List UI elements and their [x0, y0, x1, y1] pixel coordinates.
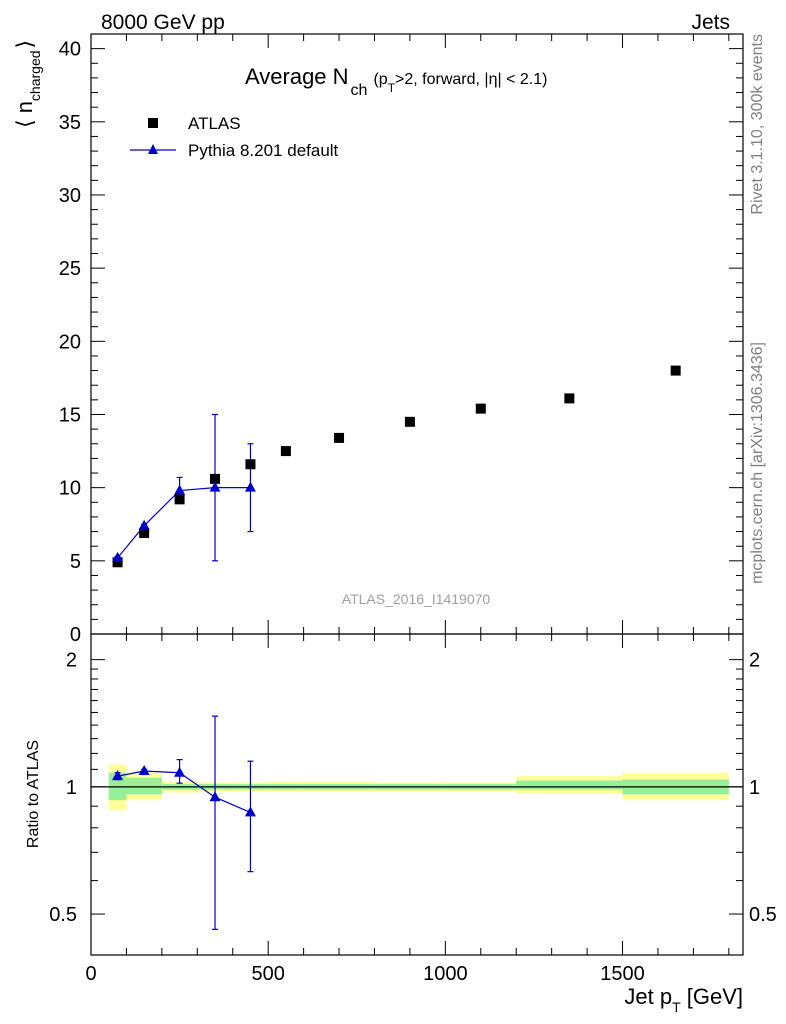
ratio-point — [138, 765, 150, 776]
main-ytick-label: 20 — [59, 331, 81, 353]
ylabel-sub: charged — [27, 50, 43, 101]
pythia-point — [138, 519, 150, 530]
pythia-point — [209, 481, 221, 492]
atlas-point — [280, 446, 291, 457]
main-ytick-label: 10 — [59, 478, 81, 500]
x-axis-label: Jet pT [GeV] — [624, 984, 743, 1015]
main-y-ticks: 0 5 10 15 20 25 30 35 40 — [59, 33, 743, 646]
ratio-point — [244, 806, 256, 817]
header-left: 8000 GeV pp — [101, 11, 225, 34]
main-ytick-label: 0 — [70, 624, 81, 646]
header-right: Jets — [691, 11, 730, 34]
xtick-label: 500 — [251, 963, 284, 985]
xlabel-sub: T — [672, 999, 681, 1015]
ylabel-close: ⟩ — [12, 40, 37, 49]
atlas-point — [174, 494, 185, 505]
atlas-point — [139, 528, 150, 539]
pythia-point — [244, 481, 256, 492]
ratio-ytick-label: 1 — [66, 777, 77, 799]
ratio-ytick-label-right: 1 — [749, 777, 760, 799]
ratio-plot: 0.5 0.5 1 1 2 2 0 500 1000 1500 — [49, 633, 777, 985]
main-plot: 0 5 10 15 20 25 30 35 40 — [59, 33, 744, 646]
ratio-ytick-label-right: 0.5 — [749, 904, 777, 926]
ratio-ylabel: Ratio to ATLAS — [25, 740, 42, 848]
main-ytick-label: 35 — [59, 112, 81, 134]
legend-pythia-label: Pythia 8.201 default — [188, 141, 339, 160]
main-ytick-label: 40 — [59, 39, 81, 61]
ratio-x-ticks: 0 500 1000 1500 — [85, 634, 730, 985]
atlas-point — [475, 403, 486, 414]
legend-pythia-marker — [148, 144, 158, 154]
atlas-point — [564, 393, 575, 404]
main-ytick-label: 25 — [59, 258, 81, 280]
main-ytick-label: 15 — [59, 404, 81, 426]
ratio-frame — [90, 633, 744, 956]
ylabel-open: ⟨ n — [12, 101, 37, 128]
main-series — [112, 365, 681, 568]
main-ytick-label: 30 — [59, 185, 81, 207]
ratio-point — [112, 770, 124, 781]
atlas-point — [210, 473, 221, 484]
xtick-label: 0 — [85, 963, 96, 985]
xlabel-a: Jet p — [624, 984, 672, 1009]
plot-title: Average Nch (pT>2, forward, |η| < 2.1) — [245, 64, 547, 99]
ratio-band-inner — [126, 777, 162, 795]
title-cond-b: >2, forward, |η| < 2.1) — [395, 71, 547, 88]
atlas-point — [404, 416, 415, 427]
legend-atlas-marker — [148, 118, 158, 128]
atlas-point — [670, 365, 681, 376]
ratio-point — [209, 791, 221, 802]
title-cond-sub: T — [388, 81, 396, 95]
ratio-point — [174, 766, 186, 777]
legend: ATLAS Pythia 8.201 default — [130, 114, 339, 160]
main-ytick-label: 5 — [70, 551, 81, 573]
title-sub: ch — [351, 82, 368, 99]
atlas-point — [112, 557, 123, 568]
pythia-point — [112, 551, 124, 562]
main-x-ticks — [90, 34, 730, 634]
ratio-series — [112, 715, 256, 930]
legend-atlas-label: ATLAS — [188, 114, 241, 133]
atlas-point — [245, 459, 256, 470]
ratio-band-inner — [516, 780, 623, 790]
mcplots-label: mcplots.cern.ch [arXiv:1306.3436] — [749, 342, 766, 584]
xlabel-b: [GeV] — [681, 984, 743, 1009]
title-main: Average N — [245, 64, 349, 89]
ratio-ytick-label: 2 — [66, 650, 77, 672]
analysis-id: ATLAS_2016_I1419070 — [342, 591, 491, 607]
main-ylabel: ⟨ ncharged⟩ — [12, 40, 43, 128]
ratio-ytick-label-right: 2 — [749, 650, 760, 672]
atlas-point — [334, 432, 345, 443]
pythia-point — [174, 484, 186, 495]
ratio-y-ticks: 0.5 0.5 1 1 2 2 — [49, 650, 777, 926]
xtick-label: 1000 — [423, 963, 468, 985]
rivet-label: Rivet 3.1.10, 300k events — [749, 34, 766, 215]
title-cond-a: (p — [373, 71, 387, 88]
xtick-label: 1500 — [600, 963, 645, 985]
ratio-ytick-label: 0.5 — [49, 904, 77, 926]
